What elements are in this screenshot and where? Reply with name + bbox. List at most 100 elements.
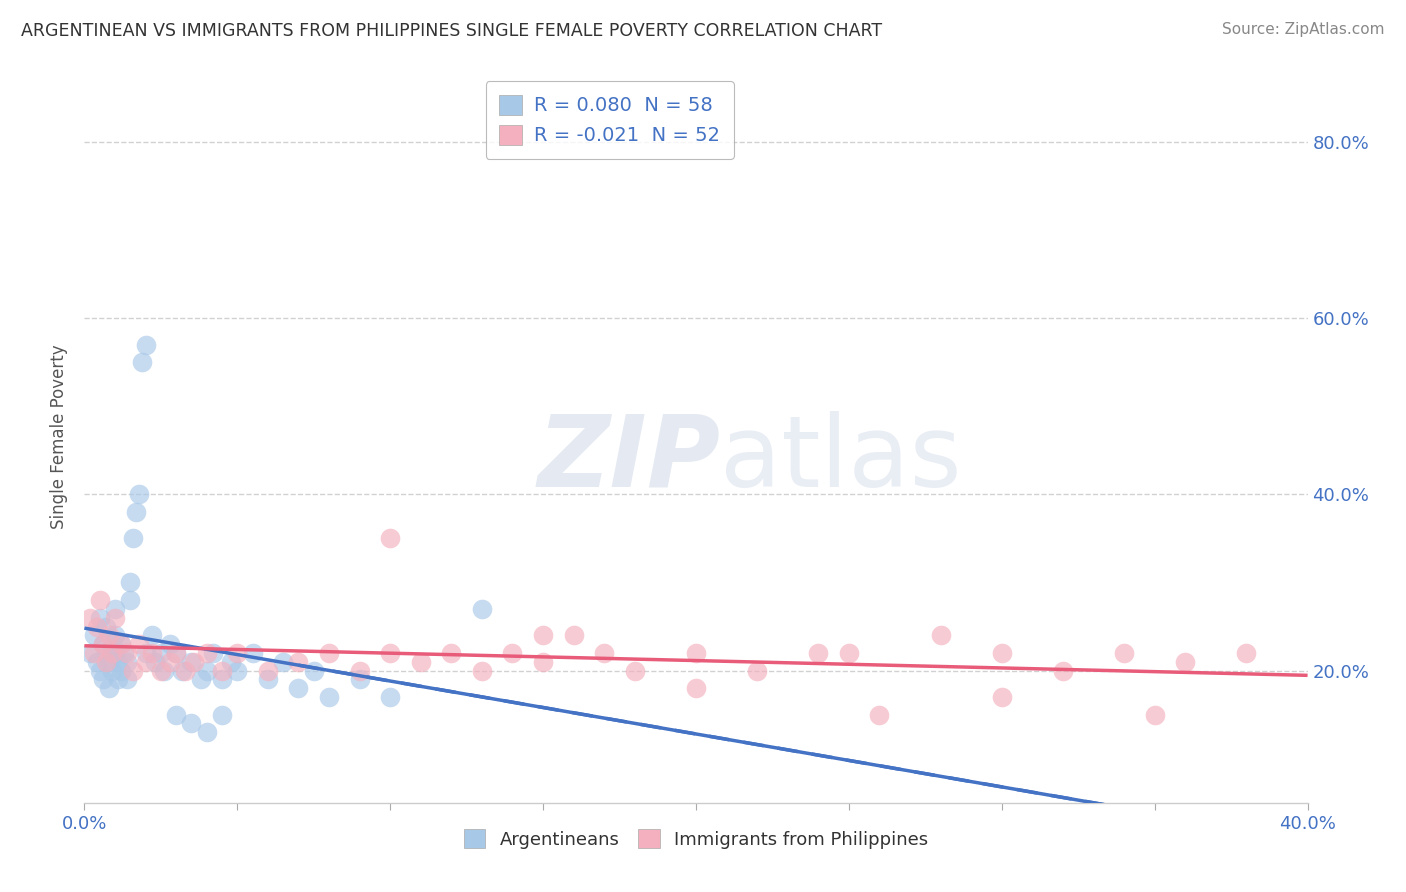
Point: [165, 646, 187, 660]
Point: [195, 725, 218, 739]
Point: [107, 673, 129, 687]
Point: [991, 646, 1014, 660]
Point: [91, 637, 114, 651]
Point: [104, 611, 127, 625]
Point: [128, 637, 150, 651]
Point: [190, 673, 212, 687]
Point: [97, 655, 120, 669]
Point: [1236, 646, 1258, 660]
Point: [83, 628, 105, 642]
Point: [128, 487, 150, 501]
Point: [183, 655, 205, 669]
Point: [287, 655, 309, 669]
Point: [1052, 664, 1074, 678]
Point: [125, 505, 148, 519]
Legend: Argentineans, Immigrants from Philippines: Argentineans, Immigrants from Philippine…: [453, 819, 939, 860]
Point: [104, 602, 127, 616]
Point: [110, 664, 132, 678]
Point: [380, 532, 402, 546]
Point: [94, 646, 117, 660]
Point: [149, 646, 172, 660]
Point: [1174, 655, 1197, 669]
Point: [149, 664, 172, 678]
Point: [991, 690, 1014, 704]
Point: [1114, 646, 1136, 660]
Point: [685, 646, 707, 660]
Point: [131, 355, 153, 369]
Point: [86, 655, 108, 669]
Point: [79, 646, 101, 660]
Point: [153, 664, 176, 678]
Y-axis label: Single Female Poverty: Single Female Poverty: [51, 345, 69, 529]
Point: [159, 637, 181, 651]
Point: [562, 628, 585, 642]
Point: [135, 337, 157, 351]
Point: [174, 664, 197, 678]
Point: [94, 619, 117, 633]
Point: [94, 655, 117, 669]
Point: [685, 681, 707, 696]
Point: [219, 655, 242, 669]
Point: [211, 664, 233, 678]
Point: [83, 646, 105, 660]
Point: [104, 646, 127, 660]
Point: [89, 664, 111, 678]
Point: [86, 619, 108, 633]
Point: [318, 690, 340, 704]
Point: [115, 646, 138, 660]
Point: [242, 646, 264, 660]
Point: [929, 628, 952, 642]
Text: ZIP: ZIP: [537, 410, 720, 508]
Point: [1143, 707, 1166, 722]
Point: [531, 655, 554, 669]
Point: [135, 655, 157, 669]
Point: [115, 655, 138, 669]
Point: [807, 646, 830, 660]
Text: Source: ZipAtlas.com: Source: ZipAtlas.com: [1222, 22, 1385, 37]
Point: [91, 637, 114, 651]
Point: [101, 646, 124, 660]
Point: [143, 655, 166, 669]
Point: [101, 664, 124, 678]
Point: [104, 628, 127, 642]
Point: [349, 673, 371, 687]
Point: [159, 655, 181, 669]
Point: [112, 646, 135, 660]
Point: [141, 628, 163, 642]
Point: [107, 655, 129, 669]
Point: [79, 611, 101, 625]
Point: [97, 628, 120, 642]
Point: [172, 664, 194, 678]
Point: [135, 646, 157, 660]
Text: ARGENTINEAN VS IMMIGRANTS FROM PHILIPPINES SINGLE FEMALE POVERTY CORRELATION CHA: ARGENTINEAN VS IMMIGRANTS FROM PHILIPPIN…: [21, 22, 882, 40]
Point: [101, 637, 124, 651]
Point: [195, 646, 218, 660]
Point: [271, 655, 294, 669]
Point: [502, 646, 524, 660]
Point: [122, 532, 145, 546]
Point: [318, 646, 340, 660]
Point: [89, 593, 111, 607]
Point: [165, 646, 187, 660]
Point: [165, 707, 187, 722]
Point: [302, 664, 325, 678]
Point: [97, 681, 120, 696]
Point: [110, 637, 132, 651]
Point: [471, 664, 494, 678]
Point: [380, 690, 402, 704]
Point: [440, 646, 463, 660]
Point: [211, 673, 233, 687]
Point: [180, 655, 202, 669]
Point: [226, 664, 249, 678]
Point: [287, 681, 309, 696]
Point: [226, 646, 249, 660]
Point: [141, 646, 163, 660]
Point: [91, 673, 114, 687]
Point: [869, 707, 891, 722]
Point: [624, 664, 647, 678]
Point: [409, 655, 432, 669]
Point: [257, 673, 280, 687]
Point: [89, 611, 111, 625]
Point: [180, 716, 202, 731]
Point: [122, 664, 145, 678]
